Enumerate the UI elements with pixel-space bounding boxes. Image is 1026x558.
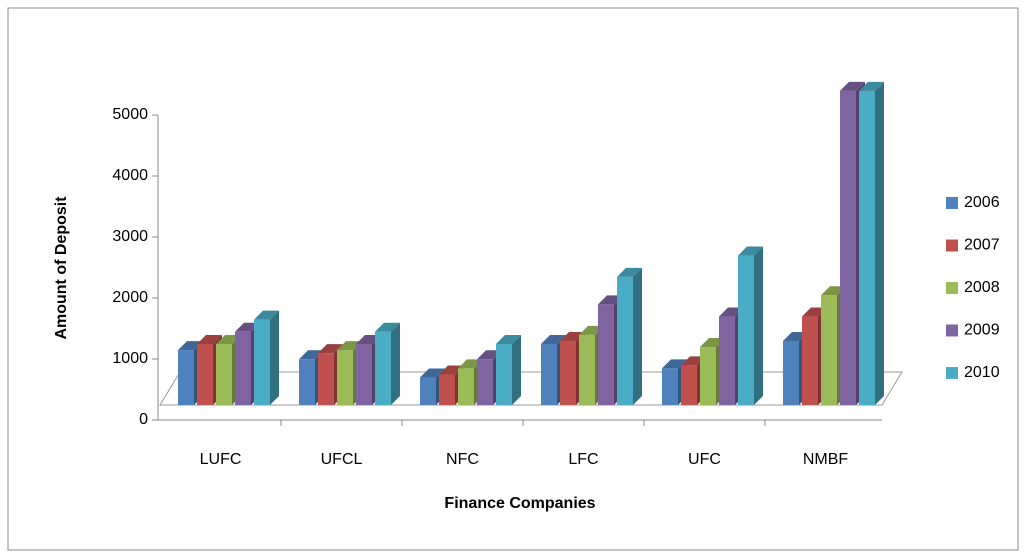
legend-swatch: [946, 239, 958, 252]
bar: [560, 340, 576, 405]
bar-top: [197, 335, 222, 344]
bar: [254, 319, 270, 405]
bar: [337, 350, 353, 405]
bar: [477, 359, 493, 405]
bar: [840, 90, 856, 405]
y-tick-label: 4000: [112, 167, 148, 184]
bar-top: [420, 368, 445, 378]
bar-top: [541, 335, 566, 344]
bar: [318, 353, 334, 405]
bar-top: [458, 359, 483, 369]
bar-top: [299, 350, 324, 360]
bar-top: [318, 344, 343, 354]
y-tick-label: 0: [139, 411, 148, 428]
bar-top: [598, 295, 623, 305]
legend-swatch: [946, 197, 958, 209]
legend-label: 2007: [964, 237, 1000, 254]
bar-top: [560, 331, 585, 341]
bar-top: [821, 286, 846, 296]
bar: [738, 255, 754, 405]
bar-side: [754, 246, 763, 405]
bar: [356, 344, 372, 405]
bar-top: [178, 341, 203, 351]
bar-top: [439, 365, 464, 375]
bar-top: [802, 307, 827, 317]
bar-top: [496, 335, 521, 344]
bar-top: [840, 81, 865, 91]
y-tick-label: 2000: [112, 289, 148, 306]
legend-label: 2009: [964, 322, 1000, 339]
bar-side: [875, 81, 884, 405]
bar-top: [579, 325, 604, 335]
x-tick-label: UFC: [688, 451, 721, 468]
bar-top: [235, 322, 260, 332]
bar: [802, 316, 818, 405]
x-tick-label: NFC: [446, 451, 479, 468]
bar: [617, 276, 633, 405]
bar-top: [356, 335, 381, 344]
bar: [719, 316, 735, 405]
bar: [700, 347, 716, 405]
bar-top: [337, 341, 362, 351]
bar: [375, 331, 391, 405]
bar-top: [662, 359, 687, 369]
bar-top: [375, 322, 400, 332]
bar: [420, 377, 436, 405]
bar: [496, 344, 512, 405]
legend-label: 2008: [964, 279, 1000, 296]
bar: [178, 350, 194, 405]
legend-label: 2010: [964, 364, 1000, 381]
y-axis-title: Amount of Deposit: [53, 196, 70, 340]
floor: [159, 371, 903, 406]
x-tick-label: NMBF: [803, 451, 849, 468]
y-tick-label: 1000: [112, 350, 148, 367]
bar-side: [391, 322, 400, 405]
bar: [662, 368, 678, 405]
bar-top: [719, 307, 744, 317]
bar-top: [783, 331, 808, 341]
bar: [439, 374, 455, 405]
bar-side: [633, 267, 642, 405]
bar-top: [216, 335, 241, 344]
legend-label: 2006: [964, 194, 1000, 211]
bar: [783, 340, 799, 405]
bar: [197, 344, 213, 405]
bar-top: [254, 310, 279, 320]
bar: [681, 365, 697, 405]
x-tick-label: LFC: [568, 451, 598, 468]
legend-swatch: [946, 367, 958, 379]
legend-swatch: [946, 324, 958, 337]
bar-side: [512, 335, 521, 405]
bar: [541, 344, 557, 405]
bar: [216, 344, 232, 405]
y-tick-label: 3000: [112, 228, 148, 245]
bar-top: [681, 356, 706, 366]
bar-top: [738, 246, 763, 256]
bar-top: [700, 338, 725, 348]
bar: [821, 295, 837, 405]
bar: [579, 334, 595, 405]
bar: [235, 331, 251, 405]
bar-top: [617, 267, 642, 277]
x-tick-label: UFCL: [321, 451, 363, 468]
bar-top: [477, 350, 502, 360]
x-axis-title: Finance Companies: [444, 495, 595, 512]
bar-top: [859, 81, 884, 91]
bar-side: [270, 310, 279, 405]
bar: [299, 359, 315, 405]
bar: [598, 304, 614, 405]
bar: [458, 368, 474, 405]
bar: [859, 90, 875, 405]
x-tick-label: LUFC: [200, 451, 242, 468]
legend-swatch: [946, 282, 958, 294]
y-tick-label: 5000: [112, 106, 148, 123]
